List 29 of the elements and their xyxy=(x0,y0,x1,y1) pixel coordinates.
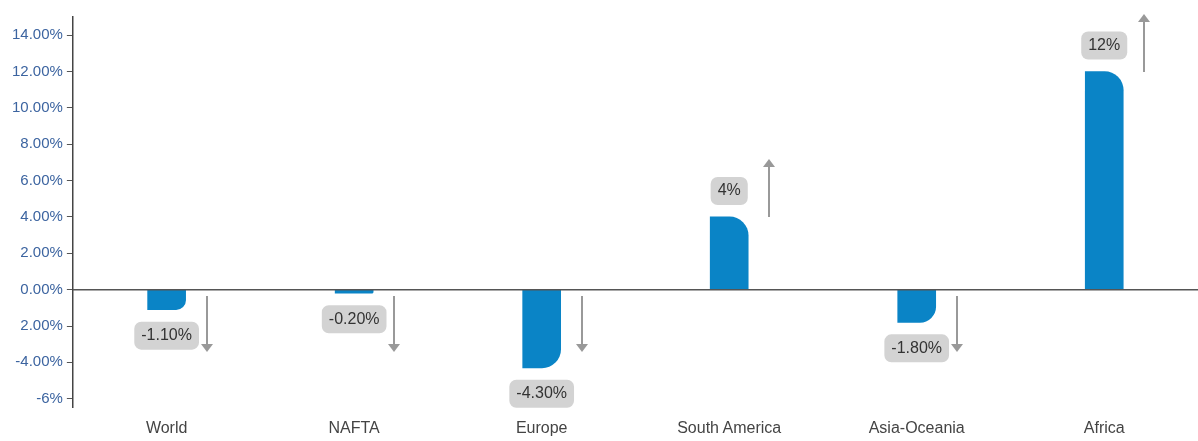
x-tick-label: South America xyxy=(677,418,782,436)
x-tick-label: World xyxy=(145,418,188,436)
x-tick-label: NAFTA xyxy=(328,418,381,436)
bar xyxy=(147,289,186,310)
data-label: 4% xyxy=(717,181,741,199)
y-tick-label: 4.00% xyxy=(20,207,63,225)
y-tick-label: 0.00% xyxy=(20,279,63,297)
data-label: -1.80% xyxy=(891,338,943,356)
bar xyxy=(522,289,562,369)
y-tick-label: 10.00% xyxy=(12,98,63,116)
y-tick-label: 12.00% xyxy=(12,61,63,79)
x-tick-label: Africa xyxy=(1083,418,1125,436)
y-tick-label: 8.00% xyxy=(20,134,63,152)
y-tick-label: 2.00% xyxy=(20,243,63,261)
y-tick-label: 2.00% xyxy=(20,316,63,334)
bar xyxy=(709,216,749,290)
y-tick-label: 6.00% xyxy=(20,170,63,188)
y-tick-label: 14.00% xyxy=(12,25,63,43)
data-label: -1.10% xyxy=(141,326,192,344)
bar xyxy=(897,289,937,323)
bar xyxy=(334,289,374,294)
y-tick-label: -4.00% xyxy=(15,352,63,370)
data-label: 12% xyxy=(1088,35,1121,53)
y-tick-label: -6% xyxy=(36,388,63,406)
data-label: -0.20% xyxy=(328,309,380,327)
bar xyxy=(1084,71,1124,290)
x-tick-label: Europe xyxy=(515,418,568,436)
x-tick-label: Asia-Oceania xyxy=(868,418,965,436)
data-label: -4.30% xyxy=(516,384,568,402)
